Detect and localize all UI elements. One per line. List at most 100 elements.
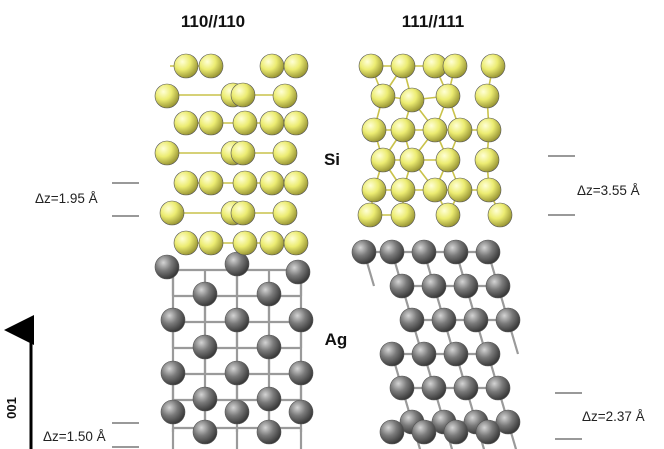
ag-atom [224,251,250,277]
dz-label-bottom-110: Δz=1.50 Å [43,429,106,444]
atoms-111-panel [351,53,521,445]
si-atom [230,140,256,166]
si-atom [487,202,513,228]
ag-atom [224,399,250,425]
si-atom [198,170,224,196]
ag-atom [160,399,186,425]
si-atom [370,147,396,173]
si-atom [361,117,387,143]
ag-atom [389,273,415,299]
ag-atom [453,273,479,299]
ag-atom [192,419,218,445]
si-atom [370,83,396,109]
si-atom [230,200,256,226]
direction-label: 001 [4,397,19,419]
si-atom [154,140,180,166]
si-atom [447,177,473,203]
ag-atom [224,360,250,386]
ag-atom [192,281,218,307]
si-atom [259,53,285,79]
si-atom [390,202,416,228]
ag-atom [256,419,282,445]
si-atom [422,177,448,203]
ag-atom [411,239,437,265]
dz-label-bottom-111: Δz=2.37 Å [582,409,645,424]
si-atom [390,53,416,79]
si-atom [154,83,180,109]
si-atom [232,110,258,136]
ag-atom [399,307,425,333]
dz-label-interface-110: Δz=1.95 Å [35,191,98,206]
ag-atom [431,307,457,333]
dz-label-interface-111: Δz=3.55 Å [577,183,640,198]
ag-atom [443,239,469,265]
si-atom [159,200,185,226]
ag-atom [288,360,314,386]
si-atom [283,110,309,136]
si-atom [259,170,285,196]
si-atom [358,53,384,79]
ag-atom [485,375,511,401]
si-atom [198,110,224,136]
si-atom [476,177,502,203]
si-atom [272,140,298,166]
label-si: Si [324,150,340,169]
si-atom [357,202,383,228]
ag-atom [475,341,501,367]
ag-atom [443,341,469,367]
ag-atom [421,273,447,299]
si-atom [198,230,224,256]
si-atom [230,82,256,108]
si-atom [474,83,500,109]
si-atom [390,177,416,203]
si-atom [435,83,461,109]
si-atom [232,230,258,256]
si-atom [399,87,425,113]
panel-title-110: 110//110 [181,12,245,31]
ag-atom [421,375,447,401]
si-atom [173,110,199,136]
si-atom [173,53,199,79]
ag-atom [256,281,282,307]
ag-atom [495,307,521,333]
ag-atom [288,307,314,333]
ag-atom [411,341,437,367]
si-atom [435,147,461,173]
ag-atom [389,375,415,401]
ag-atom [475,239,501,265]
si-atom [198,53,224,79]
ag-atom [351,239,377,265]
si-atom [474,147,500,173]
ag-atom [288,399,314,425]
ag-atom [453,375,479,401]
si-atom [272,83,298,109]
si-atom [422,117,448,143]
si-atom [480,53,506,79]
ag-atom [495,409,521,435]
ag-atom [154,254,180,280]
ag-atom [411,419,437,445]
ag-atom [379,239,405,265]
si-atom [361,177,387,203]
si-atom [476,117,502,143]
atoms-110-panel [154,53,314,445]
si-atom [390,117,416,143]
ag-atom [475,419,501,445]
si-atom [447,117,473,143]
ag-atom [192,386,218,412]
ag-atom [192,334,218,360]
si-atom [173,170,199,196]
si-atom [272,200,298,226]
ag-atom [379,419,405,445]
panel-title-111: 111//111 [402,12,464,31]
ag-atom [256,386,282,412]
si-atom [442,53,468,79]
si-atom [259,230,285,256]
ag-atom [160,307,186,333]
si-atom [435,202,461,228]
ag-atom [256,334,282,360]
si-atom [173,230,199,256]
ag-atom [379,341,405,367]
label-ag: Ag [325,330,348,349]
